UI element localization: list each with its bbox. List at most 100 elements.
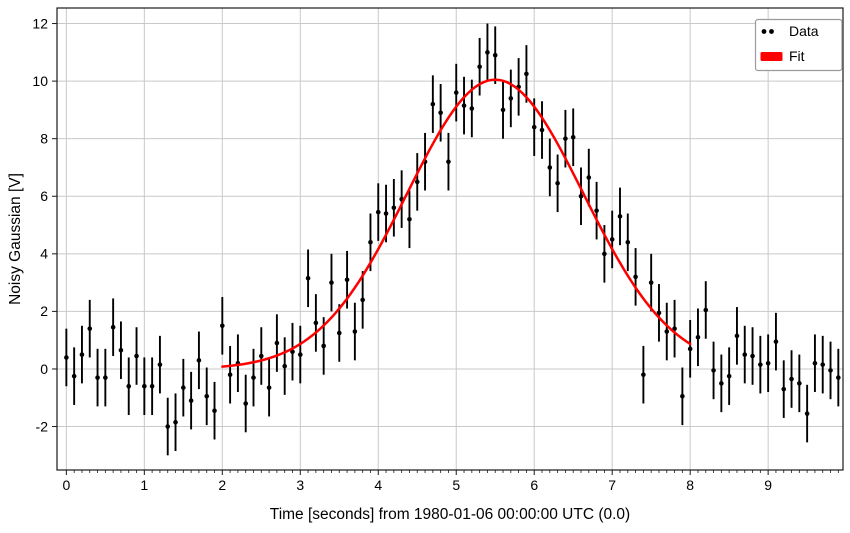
data-point	[344, 277, 350, 283]
data-point	[188, 398, 194, 403]
data-point	[227, 372, 233, 378]
data-point	[555, 181, 560, 186]
data-point	[578, 193, 584, 199]
data-point	[648, 280, 654, 285]
data-point	[602, 251, 607, 257]
legend-fit-swatch-icon	[760, 52, 783, 61]
y-axis-label: Noisy Gaussian [V]	[7, 173, 24, 305]
x-tick-label: 6	[530, 477, 538, 493]
data-point	[360, 297, 365, 303]
x-axis-label: Time [seconds] from 1980-01-06 00:00:00 …	[270, 506, 630, 523]
data-point	[282, 363, 287, 369]
data-point	[329, 280, 334, 285]
data-point	[430, 101, 436, 107]
data-point	[477, 64, 482, 70]
data-point	[173, 419, 178, 425]
data-point	[64, 355, 69, 360]
data-point	[524, 71, 529, 77]
data-point	[87, 326, 93, 331]
y-tick-label: 0	[40, 361, 48, 377]
x-tick-label: 3	[296, 477, 304, 493]
data-point	[586, 175, 592, 180]
data-point	[438, 110, 443, 116]
data-point	[812, 360, 818, 366]
data-point	[797, 381, 802, 386]
data-point	[734, 333, 740, 339]
data-point	[243, 401, 249, 406]
data-point	[773, 339, 779, 344]
data-point	[414, 179, 420, 185]
y-tick-label: 12	[32, 15, 48, 31]
axis-ticks	[52, 23, 839, 475]
data-point	[368, 240, 373, 245]
data-point	[570, 134, 576, 140]
data-point	[758, 362, 763, 367]
data-point	[305, 275, 311, 281]
data-point	[719, 381, 724, 386]
legend-data-marker-icon	[761, 29, 767, 34]
data-point	[485, 50, 490, 55]
data-point	[828, 368, 833, 373]
y-tick-label: 8	[40, 130, 48, 146]
data-point	[142, 383, 147, 389]
data-point	[539, 127, 545, 133]
legend-data-marker-icon	[769, 29, 774, 34]
data-point	[383, 211, 389, 216]
data-point	[103, 375, 108, 380]
x-tick-label: 7	[608, 477, 616, 493]
data-point	[781, 386, 787, 392]
data-point	[297, 352, 303, 357]
data-point	[266, 385, 272, 390]
data-point	[446, 159, 451, 165]
data-point	[274, 340, 280, 346]
data-point	[461, 103, 467, 108]
data-point	[391, 205, 397, 211]
data-point	[126, 383, 132, 389]
data-point	[804, 411, 810, 416]
data-point	[656, 310, 662, 316]
data-point	[71, 373, 77, 379]
x-tick-label: 2	[218, 477, 226, 493]
data-point	[157, 362, 163, 367]
x-tick-label: 9	[764, 477, 772, 493]
data-point	[500, 107, 506, 113]
data-point	[547, 165, 553, 170]
data-point	[134, 353, 139, 359]
fit-curve	[221, 78, 692, 368]
data-point	[703, 307, 709, 313]
data-point	[664, 329, 670, 334]
data-point	[258, 353, 264, 359]
y-tick-label: 2	[40, 303, 48, 319]
data-point	[95, 375, 100, 380]
data-point	[110, 324, 116, 330]
data-point	[633, 274, 638, 280]
data-point	[726, 373, 732, 379]
data-point	[313, 320, 319, 326]
data-point	[641, 372, 646, 378]
data-point	[563, 136, 568, 141]
y-tick-label: -2	[36, 418, 49, 434]
x-tick-label: 8	[686, 477, 694, 493]
x-tick-label: 4	[374, 477, 382, 493]
fit-line	[221, 78, 692, 368]
y-tick-label: 10	[32, 73, 48, 89]
data-point	[149, 383, 155, 389]
legend-label-fit: Fit	[789, 48, 805, 64]
data-point	[594, 208, 599, 213]
data-point	[672, 326, 677, 331]
data-point	[321, 343, 326, 349]
legend-label-data: Data	[789, 23, 819, 39]
legend: Data Fit	[754, 18, 843, 72]
data-point	[375, 209, 381, 215]
data-point	[469, 106, 475, 111]
data-point	[820, 362, 826, 367]
data-point	[711, 368, 716, 373]
data-point	[251, 375, 256, 380]
data-point	[742, 352, 748, 357]
data-point	[220, 323, 225, 329]
data-point	[680, 394, 685, 399]
data-series	[64, 23, 841, 456]
data-point	[290, 349, 295, 354]
